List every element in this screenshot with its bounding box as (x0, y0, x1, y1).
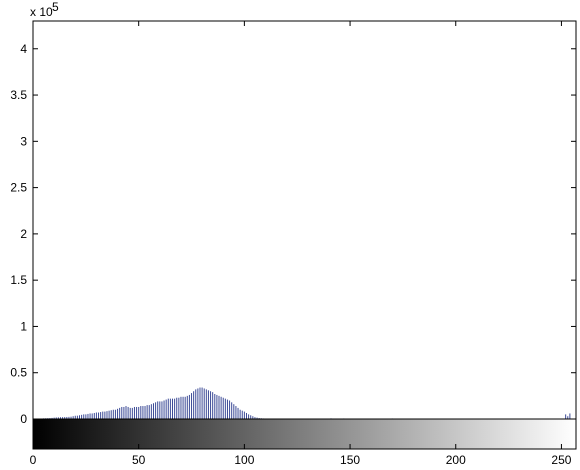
x-tick-label: 250 (551, 453, 571, 467)
y-tick-label: 1.5 (10, 273, 27, 287)
x-tick-label: 0 (30, 453, 37, 467)
x-tick-label: 50 (132, 453, 146, 467)
y-exponent-power: 5 (52, 0, 59, 14)
y-tick-label: 0.5 (10, 366, 27, 380)
y-tick-label: 3.5 (10, 88, 27, 102)
x-tick-label: 200 (446, 453, 466, 467)
y-tick-label: 2.5 (10, 181, 27, 195)
x-axis: 0 50 100 150 200 250 (30, 21, 572, 467)
grayscale-colorbar (32, 418, 577, 450)
y-axis: 0 0.5 1 1.5 2 2.5 3 3.5 4 (10, 42, 576, 426)
x-tick-label: 100 (234, 453, 254, 467)
y-tick-label: 2 (20, 227, 27, 241)
x-tick-label: 150 (340, 453, 360, 467)
y-tick-label: 0 (20, 412, 27, 426)
plot-frame (32, 20, 577, 420)
y-tick-label: 1 (20, 319, 27, 333)
y-exponent-label: x 10 (30, 5, 53, 19)
y-tick-label: 4 (20, 42, 27, 56)
y-tick-label: 3 (20, 134, 27, 148)
